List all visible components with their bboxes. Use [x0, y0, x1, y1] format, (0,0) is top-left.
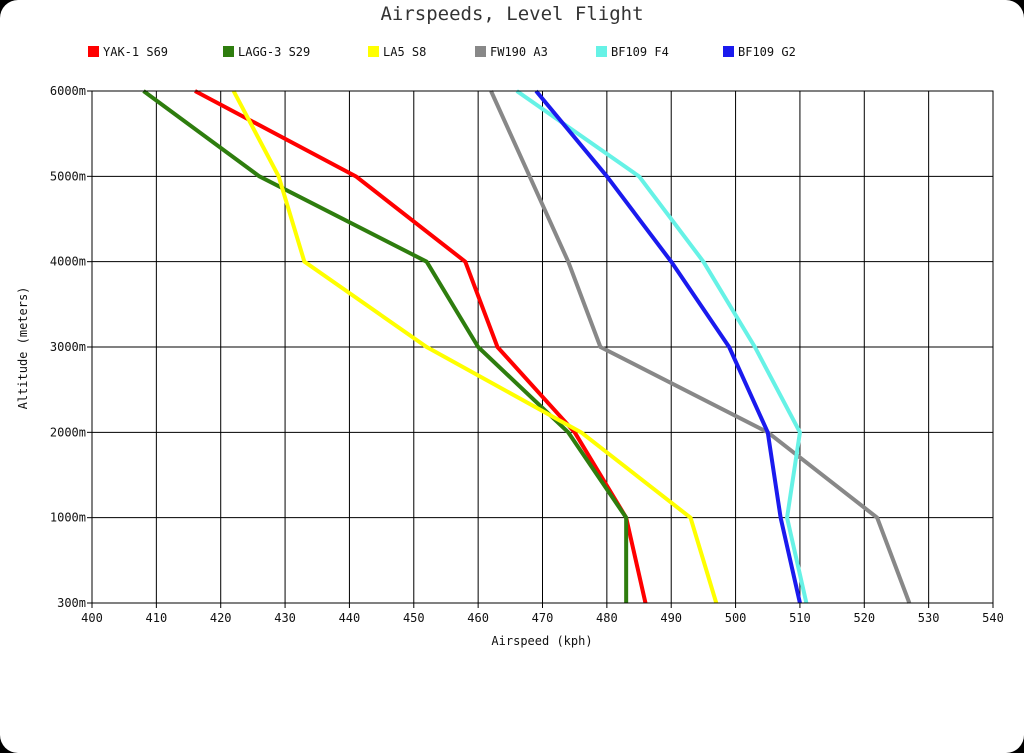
legend-item-la5: LA5 S8: [368, 44, 426, 62]
legend-item-bf109f4: BF109 F4: [596, 44, 669, 62]
x-tick-label: 530: [918, 611, 940, 625]
y-axis-label: Altitude (meters): [16, 287, 30, 410]
y-tick-label: 300m: [57, 596, 86, 610]
x-tick-label: 420: [210, 611, 232, 625]
series-line-2: [142, 89, 629, 603]
legend-item-lagg3: LAGG-3 S29: [223, 44, 310, 62]
legend-item-fw190: FW190 A3: [475, 44, 548, 62]
y-tick-label: 6000m: [50, 84, 86, 98]
series-lines: [142, 89, 912, 604]
legend-label: FW190 A3: [490, 45, 548, 59]
legend-swatch: [223, 46, 234, 57]
x-tick-label: 410: [146, 611, 168, 625]
legend-item-bf109g2: BF109 G2: [723, 44, 796, 62]
legend-label: BF109 F4: [611, 45, 669, 59]
series-line-3: [231, 90, 719, 604]
x-tick-label: 460: [467, 611, 489, 625]
x-tick-label: 400: [81, 611, 103, 625]
legend-swatch: [475, 46, 486, 57]
legend-label: BF109 G2: [738, 45, 796, 59]
legend-swatch: [88, 46, 99, 57]
legend-label: YAK-1 S69: [103, 45, 169, 59]
series-line-6: [534, 89, 802, 604]
y-tick-label: 1000m: [50, 511, 86, 525]
legend-swatch: [723, 46, 734, 57]
x-axis-label: Airspeed (kph): [491, 634, 592, 648]
series-line-4: [489, 90, 912, 604]
legend-label: LAGG-3 S29: [238, 45, 311, 59]
x-tick-label: 470: [532, 611, 554, 625]
chart-title: Airspeeds, Level Flight: [380, 3, 644, 25]
grid: [91, 90, 994, 604]
x-tick-label: 510: [789, 611, 811, 625]
y-tick-label: 4000m: [50, 255, 86, 269]
y-tick-label: 2000m: [50, 425, 86, 439]
legend-swatch: [596, 46, 607, 57]
x-tick-label: 430: [274, 611, 296, 625]
x-axis: 400 410 420 430 440 450 460 470 480 490 500 510 520 5…: [81, 603, 1004, 625]
y-axis: 300m 1000m 2000m 3000m 4000m 5000m 6000m: [50, 84, 92, 610]
y-tick-label: 5000m: [50, 169, 86, 183]
x-tick-label: 500: [725, 611, 747, 625]
series-line-5: [515, 89, 809, 604]
x-tick-label: 490: [660, 611, 682, 625]
x-tick-label: 520: [853, 611, 875, 625]
x-tick-label: 480: [596, 611, 618, 625]
legend-item-yak1: YAK-1 S69: [88, 44, 168, 62]
y-tick-label: 3000m: [50, 340, 86, 354]
legend-swatch: [368, 46, 379, 57]
legend-label: LA5 S8: [383, 45, 427, 59]
x-tick-label: 540: [982, 611, 1004, 625]
x-tick-label: 450: [403, 611, 425, 625]
x-tick-label: 440: [339, 611, 361, 625]
